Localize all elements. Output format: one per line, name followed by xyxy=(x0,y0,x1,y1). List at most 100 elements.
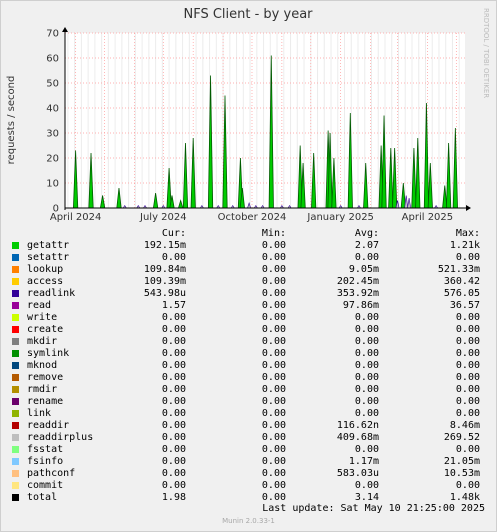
legend-cur-lookup: 109.84m xyxy=(143,264,186,275)
legend-min-write: 0.00 xyxy=(261,312,286,323)
legend-max-setattr: 0.00 xyxy=(455,252,480,263)
legend-cur-read: 1.57 xyxy=(161,300,186,311)
legend: Cur: Min: Avg: Max: getattr 192.15m 0.00 2.… xyxy=(12,228,492,504)
legend-min-fsinfo: 0.00 xyxy=(261,456,286,467)
legend-avg-lookup: 9.05m xyxy=(348,264,379,275)
legend-label-fsinfo: fsinfo xyxy=(27,456,64,467)
legend-max-commit: 0.00 xyxy=(455,480,480,491)
legend-avg-pathconf: 583.03u xyxy=(336,468,379,479)
legend-min-read: 0.00 xyxy=(261,300,286,311)
legend-avg-mkdir: 0.00 xyxy=(354,336,379,347)
chart-title: NFS Client - by year xyxy=(183,7,313,22)
legend-cur-getattr: 192.15m xyxy=(143,240,186,251)
legend-row-write: write 0.00 0.00 0.00 0.00 xyxy=(12,312,492,324)
y-tick-label: 40 xyxy=(46,104,59,115)
legend-row-mkdir: mkdir 0.00 0.00 0.00 0.00 xyxy=(12,336,492,348)
legend-min-symlink: 0.00 xyxy=(261,348,286,359)
y-axis-arrow xyxy=(62,27,68,32)
legend-row-readlink: readlink 543.98u 0.00 353.92m 576.05 xyxy=(12,288,492,300)
legend-label-commit: commit xyxy=(27,480,64,491)
legend-row-fsinfo: fsinfo 0.00 0.00 1.17m 21.05m xyxy=(12,456,492,468)
legend-swatch-write xyxy=(12,314,19,321)
legend-row-fsstat: fsstat 0.00 0.00 0.00 0.00 xyxy=(12,444,492,456)
legend-label-create: create xyxy=(27,324,64,335)
legend-min-link: 0.00 xyxy=(261,408,286,419)
legend-min-readlink: 0.00 xyxy=(261,288,286,299)
legend-min-access: 0.00 xyxy=(261,276,286,287)
legend-cur-readlink: 543.98u xyxy=(143,288,186,299)
legend-swatch-lookup xyxy=(12,266,19,273)
legend-swatch-getattr xyxy=(12,242,19,249)
legend-avg-symlink: 0.00 xyxy=(354,348,379,359)
legend-row-setattr: setattr 0.00 0.00 0.00 0.00 xyxy=(12,252,492,264)
legend-swatch-create xyxy=(12,326,19,333)
legend-swatch-access xyxy=(12,278,19,285)
legend-swatch-rmdir xyxy=(12,386,19,393)
y-axis-label: requests / second xyxy=(6,76,17,165)
last-update: Last update: Sat May 10 21:25:00 2025 xyxy=(262,503,485,514)
legend-max-getattr: 1.21k xyxy=(449,240,480,251)
legend-avg-readlink: 353.92m xyxy=(336,288,379,299)
legend-row-readdir: readdir 0.00 0.00 116.62n 8.46m xyxy=(12,420,492,432)
legend-cur-symlink: 0.00 xyxy=(161,348,186,359)
y-tick-label: 10 xyxy=(46,179,59,190)
legend-min-total: 0.00 xyxy=(261,492,286,503)
legend-label-pathconf: pathconf xyxy=(27,468,76,479)
legend-row-create: create 0.00 0.00 0.00 0.00 xyxy=(12,324,492,336)
legend-max-remove: 0.00 xyxy=(455,372,480,383)
legend-row-commit: commit 0.00 0.00 0.00 0.00 xyxy=(12,480,492,492)
legend-max-mknod: 0.00 xyxy=(455,360,480,371)
axes: 0 10 20 30 40 50 60 70 April 2024 July 2024 Octobe… xyxy=(46,27,471,223)
legend-max-access: 360.42 xyxy=(443,276,480,287)
legend-row-access: access 109.39m 0.00 202.45m 360.42 xyxy=(12,276,492,288)
legend-max-create: 0.00 xyxy=(455,324,480,335)
legend-max-write: 0.00 xyxy=(455,312,480,323)
legend-avg-fsstat: 0.00 xyxy=(354,444,379,455)
legend-row-rename: rename 0.00 0.00 0.00 0.00 xyxy=(12,396,492,408)
legend-swatch-readdirplus xyxy=(12,434,19,441)
legend-label-rmdir: rmdir xyxy=(27,384,58,395)
legend-swatch-fsstat xyxy=(12,446,19,453)
legend-row-remove: remove 0.00 0.00 0.00 0.00 xyxy=(12,372,492,384)
legend-row-getattr: getattr 192.15m 0.00 2.07 1.21k xyxy=(12,240,492,252)
legend-max-fsstat: 0.00 xyxy=(455,444,480,455)
legend-cur-access: 109.39m xyxy=(143,276,186,287)
y-tick-label: 30 xyxy=(46,129,59,140)
legend-row-pathconf: pathconf 0.00 0.00 583.03u 10.53m xyxy=(12,468,492,480)
legend-row-total: total 1.98 0.00 3.14 1.48k xyxy=(12,492,492,504)
legend-cur-link: 0.00 xyxy=(161,408,186,419)
legend-label-read: read xyxy=(27,300,52,311)
legend-label-write: write xyxy=(27,312,58,323)
legend-label-readdirplus: readdirplus xyxy=(27,432,94,443)
legend-avg-commit: 0.00 xyxy=(354,480,379,491)
legend-min-pathconf: 0.00 xyxy=(261,468,286,479)
legend-avg-rmdir: 0.00 xyxy=(354,384,379,395)
legend-avg-mknod: 0.00 xyxy=(354,360,379,371)
legend-cur-fsinfo: 0.00 xyxy=(161,456,186,467)
legend-min-lookup: 0.00 xyxy=(261,264,286,275)
legend-min-readdirplus: 0.00 xyxy=(261,432,286,443)
legend-max-lookup: 521.33m xyxy=(437,264,480,275)
x-tick-label: October 2024 xyxy=(218,212,287,223)
legend-min-mknod: 0.00 xyxy=(261,360,286,371)
legend-cur-remove: 0.00 xyxy=(161,372,186,383)
footer: Munin 2.0.33-1 xyxy=(222,517,275,525)
legend-label-fsstat: fsstat xyxy=(27,444,64,455)
legend-max-mkdir: 0.00 xyxy=(455,336,480,347)
legend-avg-link: 0.00 xyxy=(354,408,379,419)
y-tick-label: 50 xyxy=(46,79,59,90)
legend-row-rmdir: rmdir 0.00 0.00 0.00 0.00 xyxy=(12,384,492,396)
legend-row-link: link 0.00 0.00 0.00 0.00 xyxy=(12,408,492,420)
legend-label-mknod: mknod xyxy=(27,360,58,371)
y-tick-label: 0 xyxy=(53,204,59,215)
legend-label-access: access xyxy=(27,276,64,287)
legend-label-symlink: symlink xyxy=(27,348,70,359)
legend-min-rename: 0.00 xyxy=(261,396,286,407)
legend-avg-rename: 0.00 xyxy=(354,396,379,407)
legend-max-link: 0.00 xyxy=(455,408,480,419)
legend-header: Cur: Min: Avg: Max: xyxy=(12,228,492,240)
legend-row-symlink: symlink 0.00 0.00 0.00 0.00 xyxy=(12,348,492,360)
legend-swatch-link xyxy=(12,410,19,417)
side-label: RRDTOOL / TOBI OETIKER xyxy=(482,8,490,98)
legend-label-mkdir: mkdir xyxy=(27,336,58,347)
